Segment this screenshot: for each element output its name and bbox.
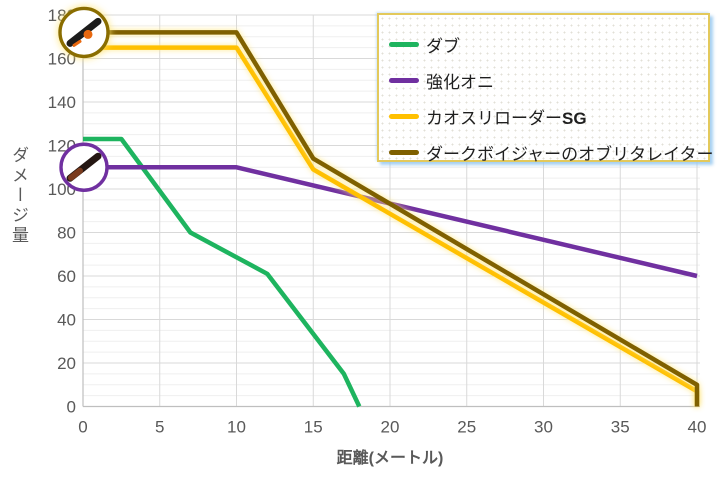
legend-item-3[interactable]: ダークボイジャーのオブリタレイター: [389, 134, 713, 170]
x-tick-label: 35: [611, 418, 630, 437]
weapon-rifle-icon: [59, 142, 109, 192]
chart-legend[interactable]: ダブ強化オニカオスリローダーSG ダークボイジャーのオブリタレイター: [377, 13, 713, 164]
weapon-shotgun-icon: [58, 6, 110, 59]
legend-item-label: カオスリローダーSG: [426, 108, 587, 128]
y-tick-label: 40: [57, 311, 76, 330]
y-axis-title: ダメージ量: [9, 146, 28, 246]
y-tick-label: 140: [48, 93, 76, 112]
x-tick-label: 15: [304, 418, 323, 437]
legend-item-label: ダークボイジャーのオブリタレイター: [426, 144, 714, 164]
legend-item-label: ダブ: [426, 36, 460, 56]
x-tick-label: 20: [381, 418, 400, 437]
y-tick-label: 80: [57, 224, 76, 243]
y-tick-label: 60: [57, 267, 76, 286]
legend-item-0[interactable]: ダブ: [389, 26, 708, 62]
legend-swatch-icon: [389, 77, 419, 83]
x-axis-title: 距離(メートル): [336, 450, 444, 467]
legend-swatch-icon: [389, 41, 419, 47]
x-tick-label: 5: [155, 418, 164, 437]
y-tick-label: 20: [57, 354, 76, 373]
y-tick-label: 0: [67, 398, 76, 417]
series-line-1[interactable]: [83, 165, 698, 279]
legend-item-label: 強化オニ: [426, 72, 494, 92]
y-tick-label: 160: [48, 50, 76, 69]
x-tick-label: 10: [227, 418, 246, 437]
legend-swatch-icon: [389, 113, 419, 119]
legend-swatch-icon: [389, 149, 419, 155]
legend-item-2[interactable]: カオスリローダーSG: [389, 98, 708, 134]
x-tick-label: 0: [78, 418, 87, 437]
series-line-3[interactable]: [83, 30, 700, 407]
x-tick-label: 25: [457, 418, 476, 437]
x-tick-label: 40: [688, 418, 707, 437]
series-line-0[interactable]: [83, 136, 362, 408]
legend-item-1[interactable]: 強化オニ: [389, 62, 708, 98]
x-tick-label: 30: [534, 418, 553, 437]
